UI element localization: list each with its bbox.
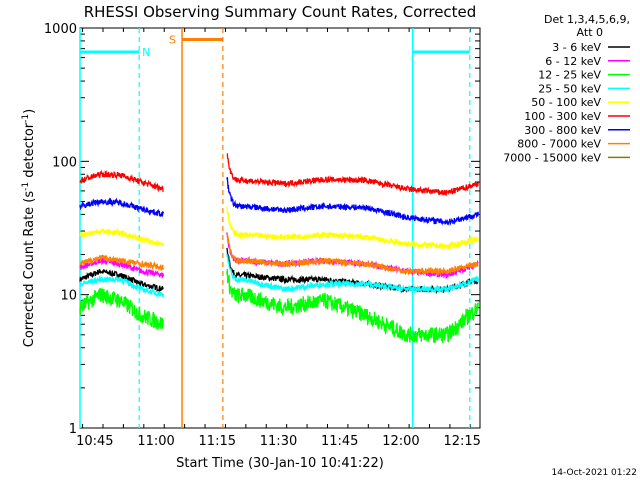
series-line-2: [226, 268, 479, 344]
legend-label-1: 6 - 12 keV: [545, 55, 601, 68]
legend-label-7: 800 - 7000 keV: [517, 138, 601, 151]
series-line-7: [226, 233, 479, 276]
series-line-7: [79, 254, 165, 272]
x-tick-label: 11:00: [137, 434, 174, 449]
x-tick-label: 12:00: [382, 434, 419, 449]
series-line-3: [226, 253, 479, 295]
legend-label-8: 7000 - 15000 keV: [503, 151, 601, 164]
series-line-0: [79, 268, 164, 293]
x-tick-label: 11:45: [321, 434, 358, 449]
generation-timestamp: 14-Oct-2021 01:22: [552, 468, 637, 478]
series-line-0: [226, 247, 479, 295]
x-axis-label: Start Time (30-Jan-10 10:41:22): [176, 456, 384, 471]
x-tick-label: 11:30: [260, 434, 297, 449]
x-axis: 10:45 11:00 11:15 11:30 11:45 12:00 12:15: [76, 28, 481, 449]
legend-label-4: 50 - 100 keV: [531, 96, 601, 109]
legend-label-0: 3 - 6 keV: [552, 41, 601, 54]
legend-label-3: 25 - 50 keV: [538, 82, 601, 95]
legend-header-line1: Det 1,3,4,5,6,9,: [544, 13, 630, 26]
series-line-1: [79, 257, 165, 279]
series-line-4: [79, 227, 165, 247]
x-tick-label: 11:15: [199, 434, 236, 449]
x-tick-label: 10:45: [76, 434, 113, 449]
orbit-annotations: NS: [79, 28, 471, 428]
legend-label-2: 12 - 25 keV: [538, 69, 601, 82]
y-tick-label: 1000: [44, 22, 77, 37]
saa-label: S: [169, 33, 176, 46]
series-layer: [79, 153, 479, 344]
legend-label-6: 300 - 800 keV: [524, 124, 601, 137]
plot-frame: [79, 27, 481, 429]
chart-title: RHESSI Observing Summary Count Rates, Co…: [84, 3, 477, 21]
series-line-5: [226, 153, 479, 196]
legend-header-line2: Att 0: [577, 26, 603, 39]
series-line-2: [79, 288, 165, 331]
legend-label-5: 100 - 300 keV: [524, 110, 601, 123]
y-tick-label: 1: [69, 422, 77, 437]
series-line-4: [226, 206, 479, 251]
series-line-3: [79, 274, 165, 298]
night-label: N: [142, 46, 150, 59]
y-tick-label: 10: [60, 289, 77, 304]
series-line-6: [79, 197, 165, 218]
y-axis-label: Corrected Count Rate (s-1 detector-1): [21, 109, 37, 347]
y-tick-label: 100: [52, 155, 77, 170]
series-line-5: [79, 169, 164, 193]
y-axis: 1 10 100 1000: [44, 22, 480, 437]
x-tick-label: 12:15: [443, 434, 480, 449]
series-line-6: [226, 177, 479, 226]
